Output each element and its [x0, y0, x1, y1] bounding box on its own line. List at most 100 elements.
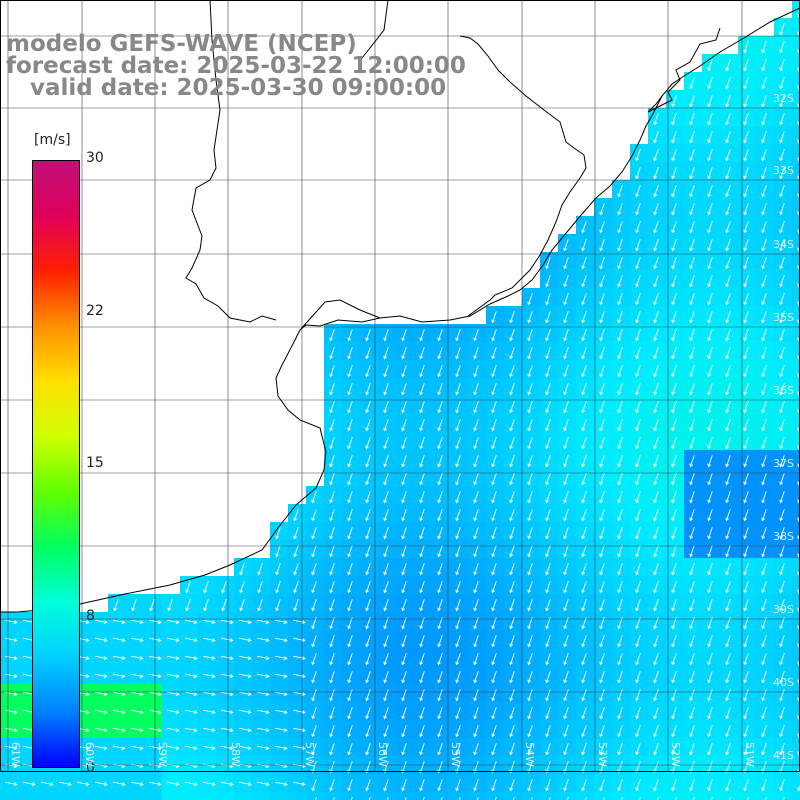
- wind-arrow-head: [761, 607, 765, 612]
- wind-arrow: [779, 743, 785, 755]
- wind-arrow: [365, 365, 371, 377]
- wind-arrow-head: [563, 355, 567, 360]
- wind-arrow: [725, 185, 731, 197]
- wind-arrow: [725, 563, 731, 575]
- wind-arrow: [383, 707, 389, 719]
- wind-arrow: [725, 743, 731, 755]
- wind-arrow-head: [455, 787, 459, 792]
- wind-arrow: [779, 347, 785, 359]
- wind-arrow: [581, 275, 587, 287]
- wind-arrow: [689, 707, 695, 719]
- wind-arrow-head: [311, 643, 315, 648]
- wind-arrow: [707, 365, 713, 377]
- wind-arrow-head: [725, 553, 729, 558]
- wind-arrow: [365, 419, 371, 431]
- wind-arrow: [566, 797, 569, 800]
- wind-arrow-head: [383, 463, 387, 468]
- wind-arrow: [329, 401, 335, 413]
- wind-arrow: [635, 311, 641, 323]
- wind-arrow-head: [527, 589, 531, 594]
- wind-arrow-head: [455, 715, 459, 720]
- wind-speed-cell: [342, 792, 360, 800]
- wind-arrow-head: [617, 463, 621, 468]
- wind-arrow: [563, 293, 569, 305]
- wind-arrow-head: [229, 710, 234, 715]
- wind-arrow: [437, 527, 443, 539]
- wind-arrow-head: [13, 782, 18, 787]
- wind-arrow: [761, 725, 767, 737]
- wind-speed-cell: [792, 486, 800, 504]
- wind-arrow-head: [211, 620, 216, 625]
- wind-arrow-head: [473, 517, 477, 522]
- wind-arrow-head: [689, 373, 693, 378]
- wind-arrow: [527, 455, 533, 467]
- wind-arrow-head: [167, 607, 171, 612]
- wind-arrow: [455, 419, 461, 431]
- wind-arrow: [779, 365, 785, 377]
- wind-arrow: [401, 689, 407, 701]
- wind-arrow-head: [365, 589, 369, 594]
- wind-arrow: [743, 689, 749, 701]
- wind-arrow: [329, 491, 335, 503]
- wind-arrow: [689, 419, 695, 431]
- wind-arrow-head: [761, 625, 765, 630]
- wind-arrow-head: [545, 463, 549, 468]
- wind-arrow-head: [671, 211, 675, 216]
- wind-arrow-head: [419, 409, 423, 414]
- wind-arrow: [365, 473, 371, 485]
- wind-arrow: [671, 455, 677, 467]
- wind-arrow-head: [419, 427, 423, 432]
- wind-arrow: [743, 257, 749, 269]
- wind-arrow: [653, 455, 659, 467]
- wind-arrow-head: [635, 265, 639, 270]
- wind-arrow-head: [103, 692, 108, 697]
- wind-arrow: [545, 689, 551, 701]
- wind-arrow: [509, 509, 515, 521]
- wind-arrow-head: [707, 103, 711, 108]
- wind-arrow-head: [581, 751, 585, 756]
- wind-arrow-head: [149, 607, 153, 612]
- wind-arrow: [620, 797, 623, 800]
- wind-arrow: [617, 347, 623, 359]
- wind-arrow: [725, 779, 731, 791]
- wind-arrow: [635, 293, 641, 305]
- wind-arrow: [653, 707, 659, 719]
- wind-arrow-head: [85, 728, 90, 733]
- wind-arrow: [112, 673, 125, 678]
- wind-arrow-head: [509, 373, 513, 378]
- wind-arrow-head: [779, 157, 783, 162]
- wind-arrow: [707, 509, 713, 521]
- wind-arrow: [653, 419, 659, 431]
- wind-arrow-head: [707, 283, 711, 288]
- wind-arrow-head: [671, 391, 675, 396]
- wind-arrow: [689, 653, 695, 665]
- wind-arrow-head: [329, 571, 333, 576]
- wind-arrow-head: [671, 697, 675, 702]
- wind-arrow: [383, 779, 389, 791]
- wind-arrow-head: [689, 229, 693, 234]
- wind-arrow-head: [329, 373, 333, 378]
- wind-arrow-head: [743, 67, 747, 72]
- wind-arrow-head: [401, 679, 405, 684]
- wind-arrow: [689, 131, 695, 143]
- wind-arrow-head: [229, 656, 234, 661]
- wind-arrow: [419, 347, 425, 359]
- wind-arrow: [455, 527, 461, 539]
- wind-arrow-head: [725, 283, 729, 288]
- wind-arrow: [401, 581, 407, 593]
- wind-arrow-head: [85, 656, 90, 661]
- wind-arrow: [761, 77, 767, 89]
- wind-arrow: [653, 257, 659, 269]
- wind-arrow-head: [779, 103, 783, 108]
- wind-arrow-head: [473, 409, 477, 414]
- wind-arrow: [184, 763, 197, 768]
- wind-arrow-head: [419, 373, 423, 378]
- wind-arrow: [761, 131, 767, 143]
- wind-arrow: [365, 509, 371, 521]
- wind-arrow-head: [527, 301, 531, 306]
- wind-arrow-head: [617, 697, 621, 702]
- wind-arrow-head: [455, 589, 459, 594]
- wind-arrow-head: [725, 445, 729, 450]
- wind-arrow: [563, 635, 569, 647]
- wind-speed-cell: [792, 522, 800, 540]
